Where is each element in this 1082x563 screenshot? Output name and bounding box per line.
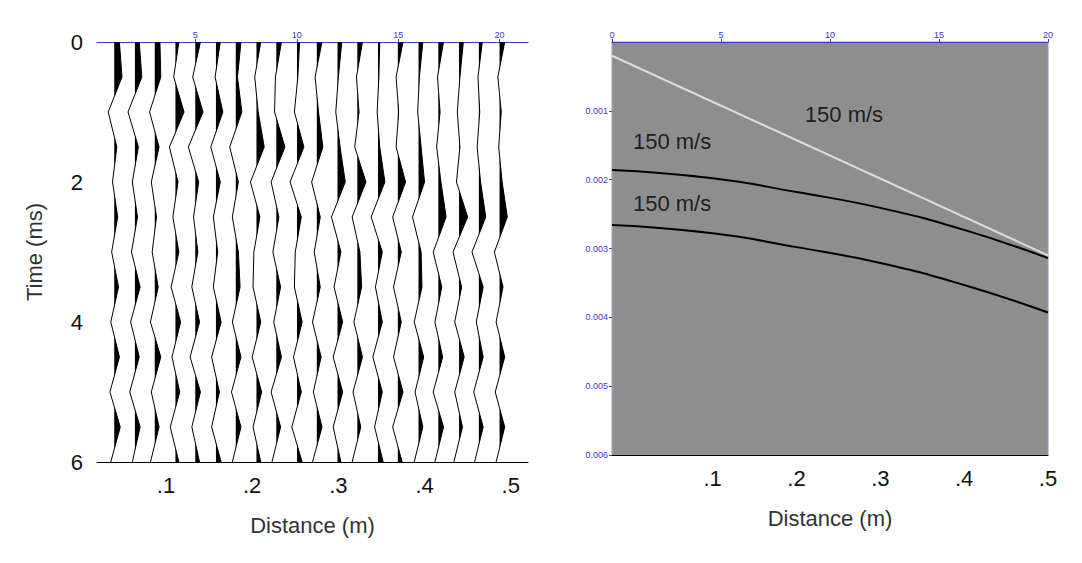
svg-text:20: 20 bbox=[1043, 30, 1053, 40]
svg-text:0.002: 0.002 bbox=[585, 175, 608, 185]
svg-text:15: 15 bbox=[393, 30, 403, 40]
svg-text:Distance (m): Distance (m) bbox=[250, 513, 375, 538]
svg-text:0.006: 0.006 bbox=[585, 450, 608, 460]
svg-text:6: 6 bbox=[71, 450, 83, 475]
svg-text:0: 0 bbox=[609, 30, 614, 40]
svg-text:2: 2 bbox=[71, 170, 83, 195]
svg-text:150 m/s: 150 m/s bbox=[633, 129, 711, 154]
svg-text:.4: .4 bbox=[415, 473, 433, 498]
svg-text:.3: .3 bbox=[871, 466, 889, 491]
svg-text:10: 10 bbox=[292, 30, 302, 40]
svg-text:0.003: 0.003 bbox=[585, 244, 608, 254]
svg-text:.1: .1 bbox=[703, 466, 721, 491]
svg-text:0.005: 0.005 bbox=[585, 381, 608, 391]
svg-text:0.004: 0.004 bbox=[585, 312, 608, 322]
svg-text:.5: .5 bbox=[1039, 466, 1057, 491]
svg-text:20: 20 bbox=[495, 30, 505, 40]
svg-text:.1: .1 bbox=[157, 473, 175, 498]
svg-text:10: 10 bbox=[825, 30, 835, 40]
svg-text:5: 5 bbox=[718, 30, 723, 40]
svg-text:Distance (m): Distance (m) bbox=[768, 506, 893, 531]
svg-text:4: 4 bbox=[71, 310, 83, 335]
svg-text:0: 0 bbox=[71, 30, 83, 55]
svg-text:.5: .5 bbox=[502, 473, 520, 498]
svg-text:150 m/s: 150 m/s bbox=[805, 102, 883, 127]
svg-text:0.001: 0.001 bbox=[585, 106, 608, 116]
svg-text:.2: .2 bbox=[787, 466, 805, 491]
svg-text:5: 5 bbox=[193, 30, 198, 40]
svg-text:150 m/s: 150 m/s bbox=[633, 191, 711, 216]
svg-text:Time (ms): Time (ms) bbox=[22, 203, 47, 301]
svg-text:.3: .3 bbox=[329, 473, 347, 498]
svg-text:15: 15 bbox=[934, 30, 944, 40]
svg-text:.2: .2 bbox=[243, 473, 261, 498]
svg-text:.4: .4 bbox=[955, 466, 973, 491]
